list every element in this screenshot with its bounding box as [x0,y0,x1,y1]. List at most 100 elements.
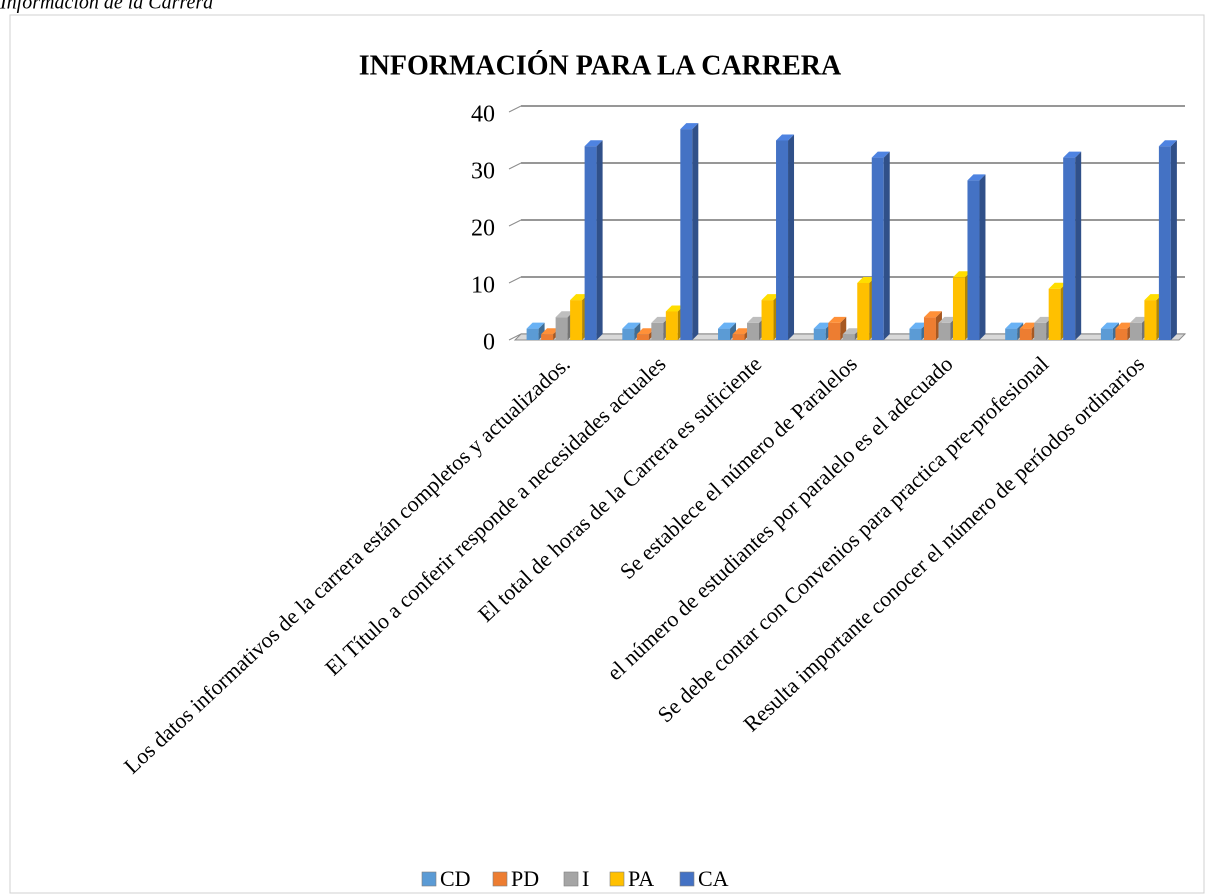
legend-swatch [609,871,625,887]
bar-front [541,334,554,340]
bar-front [1019,328,1032,340]
bar-side [634,322,641,340]
bar-front [1063,157,1076,340]
bar-top [747,316,766,323]
bar [828,316,847,340]
bar-front [747,322,760,340]
y-tick-label: 30 [471,159,495,185]
y-tick-label: 0 [483,330,495,356]
bar-side [692,123,699,340]
bar-top [718,322,737,329]
bar-front [1100,328,1113,340]
legend-swatch [563,871,579,887]
y-tick-label: 10 [471,273,495,299]
bar-front [1115,328,1128,340]
axis-tick [508,219,522,227]
bar-front [555,317,568,340]
bar-front [622,328,635,340]
legend-label: CD [440,866,471,891]
bar-top [952,271,971,278]
y-tick-label: 20 [471,216,495,242]
bar-side [596,140,603,340]
bar-front [813,328,826,340]
bar-side [979,174,986,340]
bar-top [1115,322,1134,329]
bar-front [732,334,745,340]
bar-front [828,322,841,340]
bar-side [538,322,545,340]
bar-front [526,328,539,340]
legend-label: I [582,866,589,891]
caption: Información de la Carrera [0,0,213,14]
bar [967,174,986,340]
bar-top [1019,322,1038,329]
axis-tick [508,162,522,170]
bar-top [871,151,890,158]
bar-front [1129,322,1142,340]
bar-front [1158,146,1171,340]
bar-top [1129,316,1148,323]
chart-frame [9,14,1205,894]
bar-front [1034,322,1047,340]
legend-swatch [492,871,508,887]
bar-top [732,328,751,335]
bar-top [584,140,603,147]
bar [1063,151,1082,340]
bar-top [1034,316,1053,323]
legend-swatch [421,871,437,887]
bar-front [584,146,597,340]
legend-label: PD [511,866,539,891]
bar [871,151,890,340]
axis-tick [508,105,522,113]
bar [923,311,942,340]
legend-swatch [679,871,695,887]
bar-front [938,322,951,340]
bar-side [1075,151,1082,340]
bar-front [761,300,774,340]
legend-label: PA [628,866,654,891]
bar-top [761,294,780,301]
bar [680,123,699,340]
bar [776,134,795,340]
bar [718,322,737,340]
bar-top [1005,322,1024,329]
bar [584,140,603,340]
axis-tick [508,333,522,341]
bar-front [1048,288,1061,340]
bar-top [555,311,574,318]
bar-front [952,277,965,340]
bar [622,322,641,340]
bar-front [1144,300,1157,340]
bar-top [665,305,684,312]
bar-top [842,328,861,335]
bar-front [776,140,789,340]
bar [526,322,545,340]
bar-front [718,328,731,340]
bar-side [788,134,795,340]
bar-front [967,180,980,340]
bar-front [651,322,664,340]
bar-side [730,322,737,340]
bar-top [967,174,986,181]
bar-top [857,277,876,283]
bar-top [622,322,641,329]
bar-top [923,311,942,318]
bar-front [636,334,649,340]
bar-top [651,316,670,323]
bar-top [813,322,832,329]
bar-side [1170,140,1177,340]
bar-top [776,134,795,141]
bar-front [923,317,936,340]
chart-title: INFORMACIÓN PARA LA CARRERA [359,50,842,81]
y-tick-label: 40 [471,102,495,128]
bar-front [1005,328,1018,340]
bar-side [883,151,890,340]
axis-tick [508,276,522,284]
bar-front [909,328,922,340]
bar-top [1158,140,1177,147]
bar-front [857,283,870,340]
bar-top [828,316,847,323]
bar-top [1063,151,1082,158]
bar-top [570,294,589,301]
